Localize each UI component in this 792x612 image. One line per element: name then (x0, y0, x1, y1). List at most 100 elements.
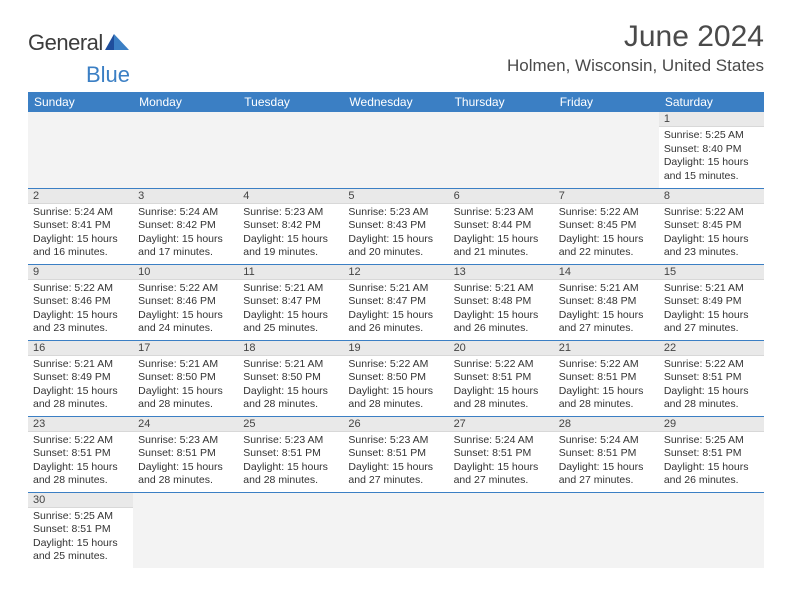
day-details: Sunrise: 5:23 AMSunset: 8:51 PMDaylight:… (238, 432, 343, 492)
day-details: Sunrise: 5:22 AMSunset: 8:46 PMDaylight:… (28, 280, 133, 340)
day-details: Sunrise: 5:21 AMSunset: 8:49 PMDaylight:… (28, 356, 133, 416)
day-number: 19 (343, 341, 448, 356)
weekday-header: Thursday (449, 92, 554, 112)
day-details: Sunrise: 5:23 AMSunset: 8:51 PMDaylight:… (343, 432, 448, 492)
week-row: 23Sunrise: 5:22 AMSunset: 8:51 PMDayligh… (28, 416, 764, 492)
day-cell: 23Sunrise: 5:22 AMSunset: 8:51 PMDayligh… (28, 416, 133, 492)
day-details: Sunrise: 5:25 AMSunset: 8:51 PMDaylight:… (28, 508, 133, 568)
day-details: Sunrise: 5:23 AMSunset: 8:44 PMDaylight:… (449, 204, 554, 264)
day-cell: 3Sunrise: 5:24 AMSunset: 8:42 PMDaylight… (133, 188, 238, 264)
day-details: Sunrise: 5:22 AMSunset: 8:50 PMDaylight:… (343, 356, 448, 416)
week-row: 2Sunrise: 5:24 AMSunset: 8:41 PMDaylight… (28, 188, 764, 264)
day-details: Sunrise: 5:22 AMSunset: 8:51 PMDaylight:… (659, 356, 764, 416)
day-number: 20 (449, 341, 554, 356)
day-number: 15 (659, 265, 764, 280)
day-number: 11 (238, 265, 343, 280)
day-cell: 22Sunrise: 5:22 AMSunset: 8:51 PMDayligh… (659, 340, 764, 416)
day-number: 13 (449, 265, 554, 280)
day-cell: 8Sunrise: 5:22 AMSunset: 8:45 PMDaylight… (659, 188, 764, 264)
day-number: 26 (343, 417, 448, 432)
day-cell: 16Sunrise: 5:21 AMSunset: 8:49 PMDayligh… (28, 340, 133, 416)
logo-text-sub: Blue (86, 62, 792, 88)
day-cell: 4Sunrise: 5:23 AMSunset: 8:42 PMDaylight… (238, 188, 343, 264)
logo: General (28, 30, 133, 56)
day-cell (133, 112, 238, 188)
day-cell (133, 492, 238, 568)
day-details: Sunrise: 5:21 AMSunset: 8:50 PMDaylight:… (238, 356, 343, 416)
day-cell: 28Sunrise: 5:24 AMSunset: 8:51 PMDayligh… (554, 416, 659, 492)
day-number: 12 (343, 265, 448, 280)
day-cell: 20Sunrise: 5:22 AMSunset: 8:51 PMDayligh… (449, 340, 554, 416)
day-number: 23 (28, 417, 133, 432)
day-details: Sunrise: 5:22 AMSunset: 8:51 PMDaylight:… (449, 356, 554, 416)
day-number: 27 (449, 417, 554, 432)
day-number: 1 (659, 112, 764, 127)
day-cell: 9Sunrise: 5:22 AMSunset: 8:46 PMDaylight… (28, 264, 133, 340)
week-row: 9Sunrise: 5:22 AMSunset: 8:46 PMDaylight… (28, 264, 764, 340)
day-cell (238, 112, 343, 188)
weekday-header-row: Sunday Monday Tuesday Wednesday Thursday… (28, 92, 764, 112)
day-cell (449, 112, 554, 188)
weekday-header: Sunday (28, 92, 133, 112)
day-number: 29 (659, 417, 764, 432)
day-details: Sunrise: 5:25 AMSunset: 8:40 PMDaylight:… (659, 127, 764, 187)
week-row: 1Sunrise: 5:25 AMSunset: 8:40 PMDaylight… (28, 112, 764, 188)
day-number: 10 (133, 265, 238, 280)
day-details: Sunrise: 5:22 AMSunset: 8:51 PMDaylight:… (554, 356, 659, 416)
day-details: Sunrise: 5:21 AMSunset: 8:47 PMDaylight:… (238, 280, 343, 340)
weekday-header: Tuesday (238, 92, 343, 112)
weekday-header: Saturday (659, 92, 764, 112)
day-number: 25 (238, 417, 343, 432)
day-details: Sunrise: 5:22 AMSunset: 8:45 PMDaylight:… (554, 204, 659, 264)
weekday-header: Friday (554, 92, 659, 112)
day-cell (554, 492, 659, 568)
day-number: 24 (133, 417, 238, 432)
day-details: Sunrise: 5:22 AMSunset: 8:51 PMDaylight:… (28, 432, 133, 492)
day-cell (238, 492, 343, 568)
day-cell: 17Sunrise: 5:21 AMSunset: 8:50 PMDayligh… (133, 340, 238, 416)
weekday-header: Wednesday (343, 92, 448, 112)
day-details: Sunrise: 5:25 AMSunset: 8:51 PMDaylight:… (659, 432, 764, 492)
week-row: 30Sunrise: 5:25 AMSunset: 8:51 PMDayligh… (28, 492, 764, 568)
day-details: Sunrise: 5:22 AMSunset: 8:45 PMDaylight:… (659, 204, 764, 264)
day-details: Sunrise: 5:21 AMSunset: 8:50 PMDaylight:… (133, 356, 238, 416)
week-row: 16Sunrise: 5:21 AMSunset: 8:49 PMDayligh… (28, 340, 764, 416)
day-cell: 15Sunrise: 5:21 AMSunset: 8:49 PMDayligh… (659, 264, 764, 340)
day-number: 18 (238, 341, 343, 356)
day-cell: 1Sunrise: 5:25 AMSunset: 8:40 PMDaylight… (659, 112, 764, 188)
day-number: 16 (28, 341, 133, 356)
day-cell (343, 492, 448, 568)
day-details: Sunrise: 5:23 AMSunset: 8:42 PMDaylight:… (238, 204, 343, 264)
day-number: 21 (554, 341, 659, 356)
logo-text-main: General (28, 30, 103, 56)
day-details: Sunrise: 5:24 AMSunset: 8:51 PMDaylight:… (554, 432, 659, 492)
day-cell: 24Sunrise: 5:23 AMSunset: 8:51 PMDayligh… (133, 416, 238, 492)
day-cell: 30Sunrise: 5:25 AMSunset: 8:51 PMDayligh… (28, 492, 133, 568)
day-cell: 29Sunrise: 5:25 AMSunset: 8:51 PMDayligh… (659, 416, 764, 492)
day-number: 9 (28, 265, 133, 280)
day-cell: 18Sunrise: 5:21 AMSunset: 8:50 PMDayligh… (238, 340, 343, 416)
day-number: 8 (659, 189, 764, 204)
day-number: 17 (133, 341, 238, 356)
day-details: Sunrise: 5:21 AMSunset: 8:47 PMDaylight:… (343, 280, 448, 340)
day-number: 22 (659, 341, 764, 356)
day-cell: 26Sunrise: 5:23 AMSunset: 8:51 PMDayligh… (343, 416, 448, 492)
day-number: 28 (554, 417, 659, 432)
day-cell: 11Sunrise: 5:21 AMSunset: 8:47 PMDayligh… (238, 264, 343, 340)
day-cell: 19Sunrise: 5:22 AMSunset: 8:50 PMDayligh… (343, 340, 448, 416)
day-cell: 5Sunrise: 5:23 AMSunset: 8:43 PMDaylight… (343, 188, 448, 264)
day-number: 6 (449, 189, 554, 204)
day-cell: 12Sunrise: 5:21 AMSunset: 8:47 PMDayligh… (343, 264, 448, 340)
day-cell (554, 112, 659, 188)
day-cell (343, 112, 448, 188)
day-details: Sunrise: 5:24 AMSunset: 8:41 PMDaylight:… (28, 204, 133, 264)
day-cell: 25Sunrise: 5:23 AMSunset: 8:51 PMDayligh… (238, 416, 343, 492)
day-cell: 2Sunrise: 5:24 AMSunset: 8:41 PMDaylight… (28, 188, 133, 264)
day-number: 7 (554, 189, 659, 204)
day-number: 5 (343, 189, 448, 204)
day-details: Sunrise: 5:23 AMSunset: 8:51 PMDaylight:… (133, 432, 238, 492)
day-cell: 6Sunrise: 5:23 AMSunset: 8:44 PMDaylight… (449, 188, 554, 264)
day-cell: 21Sunrise: 5:22 AMSunset: 8:51 PMDayligh… (554, 340, 659, 416)
day-cell: 10Sunrise: 5:22 AMSunset: 8:46 PMDayligh… (133, 264, 238, 340)
day-cell (28, 112, 133, 188)
